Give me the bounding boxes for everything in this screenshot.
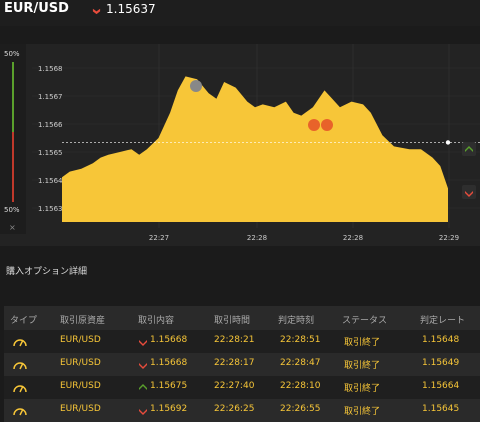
down-arrow-icon [465,191,473,197]
header-type: タイプ [10,316,38,326]
timer-icon [13,408,27,416]
entry-marker-grey[interactable] [190,80,202,92]
entry-marker-orange[interactable] [308,119,320,131]
header-status: ステータス [342,316,388,326]
judge-rate-cell: 1.15648 [422,335,460,345]
high-bar [12,62,14,132]
y-tick-label: 1.1567 [38,93,63,101]
section-title: 購入オプション詳細 [6,267,88,277]
table-row[interactable]: EUR/USD 1.15668 22:28:21 22:28:51 取引終了 1.1564… [4,330,480,353]
status-cell: 取引終了 [344,361,381,371]
x-tick-label: 22:27 [149,234,169,242]
trade-time-cell: 22:26:25 [214,404,255,414]
header-rate: 判定レート [420,316,466,326]
asset-cell: EUR/USD [60,381,101,391]
x-tick-label: 22:28 [343,234,363,242]
asset-cell: EUR/USD [60,358,101,368]
x-tick-label: 22:29 [439,234,459,242]
close-icon[interactable]: × [9,223,16,232]
header-content: 取引内容 [138,316,175,326]
judge-time-cell: 22:26:55 [280,404,321,414]
entry-rate-cell: 1.15668 [150,358,188,368]
bottom-percentage: 50% [4,206,20,214]
header-time: 取引時間 [214,316,251,326]
trade-time-cell: 22:27:40 [214,381,255,391]
price-chart[interactable]: 1.1568 1.1567 1.1566 1.1565 1.1564 1.1563 22:2… [0,44,480,246]
trade-time-cell: 22:28:17 [214,358,255,368]
down-arrow-icon [139,409,147,415]
asset-cell: EUR/USD [60,335,101,345]
asset-cell: EUR/USD [60,404,101,414]
down-arrow-icon [139,363,147,369]
entry-rate-cell: 1.15692 [150,404,188,414]
y-tick-label: 1.1563 [38,205,63,213]
judge-time-cell: 22:28:10 [280,381,321,391]
top-percentage: 50% [4,50,20,58]
up-arrow-icon [465,146,473,152]
price-area [62,76,448,223]
header-bar: EUR/USD 1.15637 [0,0,480,26]
status-cell: 取引終了 [344,338,381,348]
up-arrow-icon [139,384,147,390]
currency-pair: EUR/USD [4,1,69,16]
x-tick-label: 22:28 [247,234,267,242]
y-tick-label: 1.1565 [38,149,63,157]
down-arrow-icon [139,340,147,346]
timer-icon [13,385,27,393]
judge-rate-cell: 1.15649 [422,358,460,368]
judge-time-cell: 22:28:47 [280,358,321,368]
status-cell: 取引終了 [344,384,381,394]
status-cell: 取引終了 [344,407,381,417]
current-price-dot [445,140,451,145]
chart-area: 1.1568 1.1567 1.1566 1.1565 1.1564 1.1563 22:2… [0,44,480,246]
entry-rate-cell: 1.15668 [150,335,188,345]
down-arrow-icon [92,8,101,15]
section-header: 購入オプション詳細 [0,258,480,284]
y-tick-label: 1.1566 [38,121,63,129]
entry-marker-orange[interactable] [321,119,333,131]
table-row[interactable]: EUR/USD 1.15675 22:27:40 22:28:10 取引終了 1.1566… [4,376,480,399]
low-button[interactable] [462,185,476,199]
timer-icon [13,339,27,347]
high-button[interactable] [462,142,476,156]
judge-rate-cell: 1.15664 [422,381,460,391]
y-tick-label: 1.1564 [38,177,63,185]
table-row[interactable]: EUR/USD 1.15692 22:26:25 22:26:55 取引終了 1.1564… [4,399,480,422]
judge-time-cell: 22:28:51 [280,335,321,345]
header-judge: 判定時刻 [278,316,315,326]
current-rate: 1.15637 [106,2,156,16]
trade-time-cell: 22:28:21 [214,335,255,345]
timer-icon [13,362,27,370]
entry-rate-cell: 1.15675 [150,381,188,391]
table-header: タイプ 取引原資産 取引内容 取引時間 判定時刻 ステータス 判定レート [4,306,480,330]
y-tick-label: 1.1568 [38,65,63,73]
low-bar [12,132,14,202]
judge-rate-cell: 1.15645 [422,404,460,414]
header-asset: 取引原資産 [60,316,106,326]
table-row[interactable]: EUR/USD 1.15668 22:28:17 22:28:47 取引終了 1.1564… [4,353,480,376]
